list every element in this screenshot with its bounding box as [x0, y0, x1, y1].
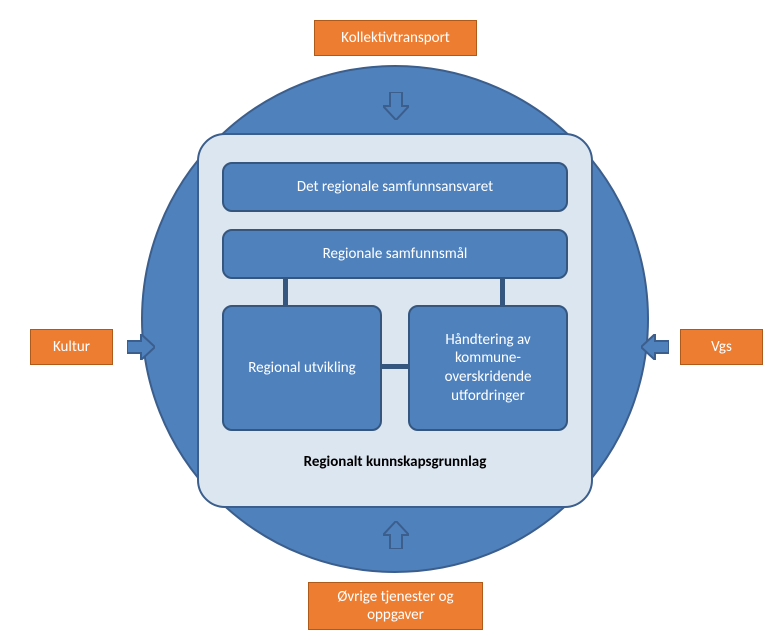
outer-box-kollektivtransport-label: Kollektivtransport [341, 29, 450, 47]
box-handtering: Håndtering av kommune-overskridende utfo… [408, 305, 568, 431]
arrow-down-icon [383, 92, 409, 120]
outer-box-kultur: Kultur [30, 329, 113, 365]
connector-3 [382, 364, 408, 369]
box-regional-utvikling: Regional utvikling [222, 305, 382, 431]
arrow-up-icon [383, 521, 409, 549]
caption-text: Regionalt kunnskapsgrunnlag [304, 453, 487, 471]
arrow-left-icon [641, 334, 669, 360]
box-samfunnsansvaret-label: Det regionale samfunnsansvaret [297, 178, 493, 197]
box-samfunnsansvaret: Det regionale samfunnsansvaret [222, 162, 568, 212]
outer-box-vgs-label: Vgs [711, 338, 732, 356]
caption-kunnskapsgrunnlag: Regionalt kunnskapsgrunnlag [222, 453, 568, 471]
outer-box-ovrige-label: Øvrige tjenester og oppgaver [315, 588, 476, 624]
outer-box-kultur-label: Kultur [53, 338, 90, 356]
connector-1 [283, 279, 288, 305]
box-handtering-label: Håndtering av kommune-overskridende utfo… [414, 331, 562, 406]
outer-box-kollektivtransport: Kollektivtransport [314, 20, 477, 56]
box-samfunnsmal: Regionale samfunnsmål [222, 229, 568, 279]
box-regional-utvikling-label: Regional utvikling [248, 359, 355, 378]
box-samfunnsmal-label: Regionale samfunnsmål [323, 245, 468, 264]
arrow-right-icon [127, 334, 155, 360]
outer-box-vgs: Vgs [680, 329, 763, 365]
connector-2 [500, 279, 505, 305]
outer-box-ovrige: Øvrige tjenester og oppgaver [308, 582, 483, 630]
